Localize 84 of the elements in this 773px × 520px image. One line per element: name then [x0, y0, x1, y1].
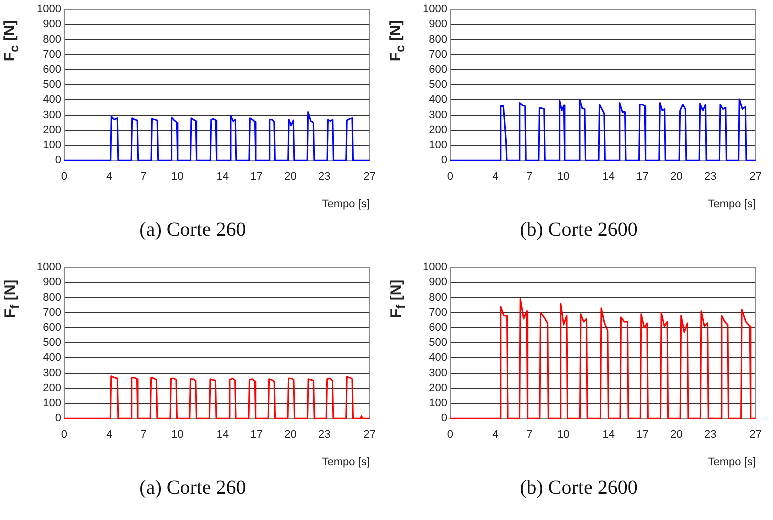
x-tick-label: 7 [140, 171, 147, 184]
x-tick-label: 10 [171, 171, 184, 184]
y-tick-label: 0 [441, 154, 448, 167]
x-tick-label: 20 [284, 429, 297, 442]
y-tick-label: 800 [429, 292, 448, 304]
x-tick-label: 4 [492, 171, 499, 184]
x-axis-title: Tempo [s] [322, 456, 370, 468]
x-tick-label: 23 [318, 429, 331, 442]
y-tick-label: 400 [429, 94, 448, 106]
y-tick-label: 600 [429, 64, 448, 76]
x-tick-label: 10 [557, 171, 570, 184]
x-tick-label: 7 [140, 429, 147, 442]
y-tick-label: 900 [43, 18, 62, 31]
x-tick-label: 4 [106, 171, 113, 184]
y-tick-label: 200 [429, 124, 448, 136]
y-tick-label: 1000 [36, 262, 62, 274]
y-tick-label: 500 [43, 79, 62, 92]
x-axis-title: Tempo [s] [322, 198, 370, 210]
y-tick-label: 700 [429, 306, 448, 319]
x-tick-label: 17 [636, 429, 649, 442]
text: (b) Corte 2600 [519, 477, 639, 500]
x-tick-label: 27 [750, 171, 762, 184]
y-tick-label: 300 [43, 109, 62, 122]
x-tick-label: 20 [670, 171, 683, 184]
x-tick-label: 10 [171, 429, 184, 442]
y-tick-label: 800 [43, 292, 62, 304]
y-tick-label: 1000 [36, 4, 62, 16]
x-axis-title: Tempo [s] [708, 198, 756, 210]
text: (a) Corte 260 [138, 219, 248, 242]
y-tick-label: 600 [429, 322, 448, 334]
text: (a) Corte 260 [138, 477, 248, 500]
y-tick-label: 100 [43, 140, 62, 152]
y-tick-label: 600 [43, 64, 62, 76]
x-tick-label: 20 [284, 171, 297, 184]
x-tick-label: 27 [750, 429, 762, 442]
y-tick-label: 600 [43, 322, 62, 334]
y-tick-label: 500 [43, 337, 62, 350]
y-tick-label: 1000 [422, 4, 448, 16]
x-tick-label: 27 [364, 171, 376, 184]
x-tick-label: 10 [557, 429, 570, 442]
x-tick-label: 14 [216, 171, 229, 184]
y-tick-label: 0 [441, 412, 448, 425]
y-tick-label: 900 [43, 276, 62, 289]
x-tick-label: 23 [318, 171, 331, 184]
x-tick-label: 27 [364, 429, 376, 442]
y-tick-label: 100 [429, 398, 448, 410]
x-tick-label: 17 [636, 171, 649, 184]
x-tick-label: 14 [216, 429, 229, 442]
y-tick-label: 300 [429, 367, 448, 380]
y-tick-label: 100 [429, 140, 448, 152]
x-tick-label: 23 [704, 429, 717, 442]
y-tick-label: 800 [429, 34, 448, 46]
y-tick-label: 0 [55, 154, 62, 167]
x-tick-label: 7 [526, 429, 533, 442]
x-tick-label: 23 [704, 171, 717, 184]
x-tick-label: 14 [602, 429, 615, 442]
y-tick-label: 0 [55, 412, 62, 425]
y-tick-label: 400 [43, 352, 62, 364]
x-tick-label: 14 [602, 171, 615, 184]
y-tick-label: 700 [43, 306, 62, 319]
y-tick-label: 500 [429, 337, 448, 350]
y-tick-label: 700 [43, 48, 62, 61]
text: (b) Corte 2600 [519, 219, 639, 242]
y-tick-label: 300 [43, 367, 62, 380]
y-tick-label: 1000 [422, 262, 448, 274]
y-tick-label: 700 [429, 48, 448, 61]
x-tick-label: 17 [250, 429, 263, 442]
y-tick-label: 400 [43, 94, 62, 106]
y-tick-label: 200 [429, 382, 448, 394]
y-tick-label: 900 [429, 276, 448, 289]
y-tick-label: 900 [429, 18, 448, 31]
y-tick-label: 200 [43, 124, 62, 136]
x-axis-title: Tempo [s] [708, 456, 756, 468]
y-tick-label: 300 [429, 109, 448, 122]
y-tick-label: 200 [43, 382, 62, 394]
y-tick-label: 800 [43, 34, 62, 46]
x-tick-label: 20 [670, 429, 683, 442]
x-tick-label: 7 [526, 171, 533, 184]
x-tick-label: 17 [250, 171, 263, 184]
x-tick-label: 4 [106, 429, 113, 442]
x-tick-label: 4 [492, 429, 499, 442]
y-tick-label: 400 [429, 352, 448, 364]
y-tick-label: 100 [43, 398, 62, 410]
y-tick-label: 500 [429, 79, 448, 92]
